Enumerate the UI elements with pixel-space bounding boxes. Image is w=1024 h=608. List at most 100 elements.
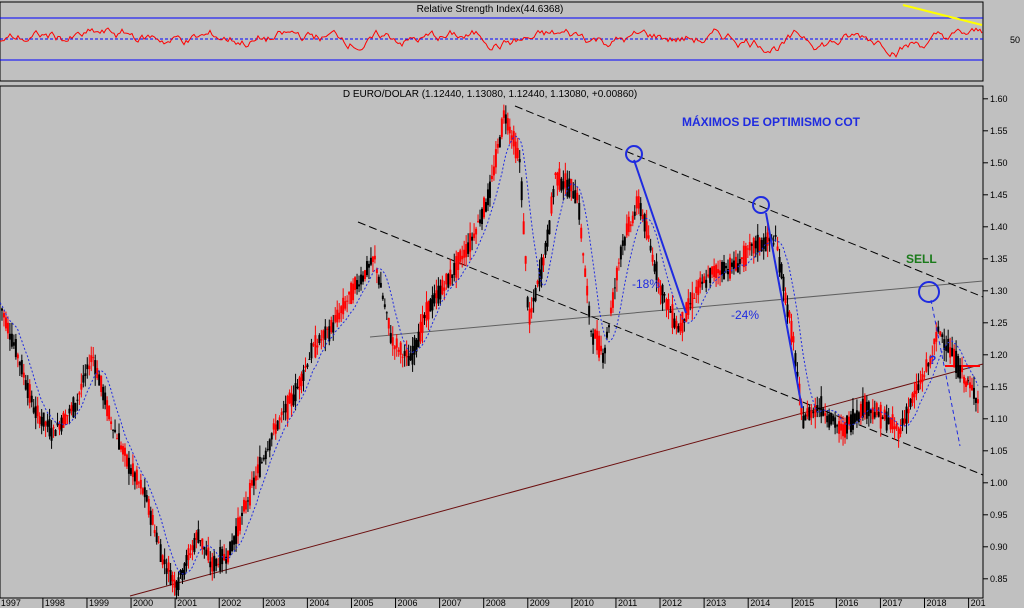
candle-body (893, 426, 896, 430)
candle-body (14, 339, 17, 358)
candle-body (82, 375, 85, 383)
candle-body (804, 414, 807, 421)
candle-body (643, 214, 646, 232)
candle-body (300, 373, 303, 387)
candle-body (54, 429, 57, 436)
candle-body (566, 179, 569, 197)
candle-body (786, 304, 789, 317)
candle-body (947, 338, 950, 353)
candle-body (282, 411, 285, 413)
candle-body (532, 297, 535, 302)
candle-body (120, 445, 123, 450)
candle-body (4, 317, 7, 329)
candle-body (80, 383, 83, 390)
candle-body (492, 166, 495, 176)
y-tick-label: 1.00 (990, 478, 1008, 488)
candle-body (490, 175, 493, 180)
candle-body (877, 411, 880, 417)
candle-body (217, 563, 220, 565)
candle-body (653, 263, 656, 272)
candle-body (582, 253, 585, 256)
candle-body (90, 355, 93, 363)
candle-body (191, 545, 194, 551)
candle-body (838, 421, 841, 434)
candle-body (967, 380, 970, 382)
candle-body (820, 396, 823, 417)
candle-body (314, 335, 317, 358)
candle-body (536, 280, 539, 284)
candle-body (588, 305, 591, 317)
candle-body (869, 409, 872, 414)
candle-body (604, 347, 607, 354)
candle-body (951, 347, 954, 357)
candle-body (780, 264, 783, 279)
candle-body (479, 219, 482, 224)
candle-body (177, 577, 180, 591)
candle-body (883, 409, 886, 420)
candle-body (762, 237, 765, 249)
candle-body (385, 312, 388, 314)
candle-body (844, 422, 847, 438)
candle-body (901, 418, 904, 426)
candle-body (137, 482, 140, 484)
candle-body (768, 237, 771, 242)
candle-body (695, 286, 698, 293)
candle-body (153, 530, 156, 534)
candle-body (2, 313, 5, 318)
candle-body (268, 439, 271, 451)
candle-body (219, 546, 222, 571)
candle-body (945, 344, 948, 351)
candle-body (812, 411, 815, 414)
candle-body (481, 208, 484, 225)
candle-body (637, 196, 640, 209)
rsi-panel (0, 1, 984, 82)
candle-body (92, 357, 95, 359)
candle-body (256, 464, 259, 474)
candle-body (266, 448, 269, 450)
candle-body (52, 427, 55, 429)
candle-body (834, 417, 837, 428)
y-tick-label: 1.50 (990, 158, 1008, 168)
candle-body (316, 345, 319, 348)
candle-body (963, 376, 966, 384)
candle-body (435, 290, 438, 299)
candle-body (806, 408, 809, 417)
candle-body (121, 446, 124, 455)
candle-body (76, 399, 79, 401)
candle-body (556, 172, 559, 186)
candle-body (338, 312, 341, 320)
candle-body (699, 277, 702, 288)
candle-body (562, 181, 565, 190)
candle-body (681, 311, 684, 333)
candle-body (294, 383, 297, 402)
candle-body (205, 549, 208, 555)
candle-body (935, 332, 938, 342)
candle-body (449, 269, 452, 285)
candle-body (554, 173, 557, 175)
candle-body (411, 345, 414, 365)
candle-body (143, 487, 146, 498)
candle-body (211, 557, 214, 572)
candle-body (358, 284, 361, 287)
candle-body (328, 326, 331, 342)
candle-body (713, 265, 716, 278)
candle-body (931, 356, 934, 358)
candle-body (330, 319, 333, 333)
candle-body (310, 342, 313, 359)
candle-body (354, 277, 357, 291)
candle-body (633, 211, 636, 216)
candle-body (857, 412, 860, 422)
candle-body (546, 229, 549, 247)
x-tick-label: 2002 (221, 598, 241, 608)
candle-body (580, 227, 583, 239)
x-tick-label: 2016 (838, 598, 858, 608)
candle-body (159, 544, 162, 562)
candle-body (223, 553, 226, 561)
candle-body (661, 284, 664, 304)
candle-body (675, 320, 678, 329)
candle-body (161, 555, 164, 565)
candle-body (0, 308, 3, 311)
candle-body (62, 412, 65, 428)
candle-body (913, 390, 916, 398)
candle-body (667, 298, 670, 311)
